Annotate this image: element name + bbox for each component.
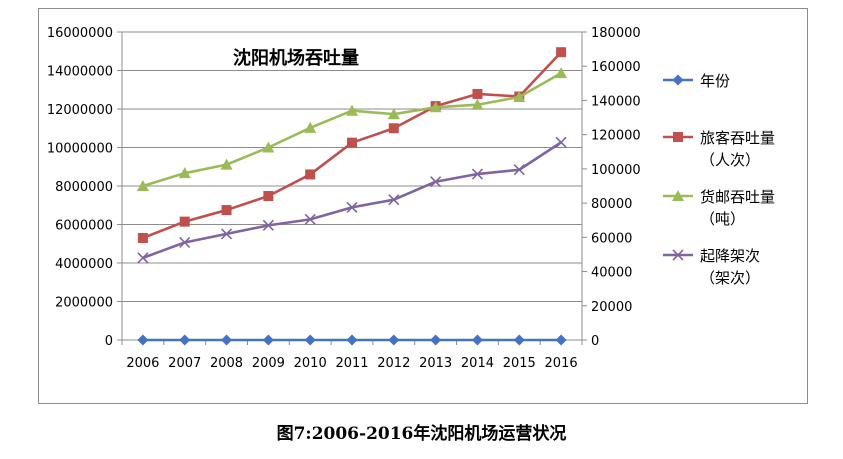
data-point-series-3 [179,236,191,249]
legend-label-2: 货邮吞吐量 [700,188,775,206]
legend-label-0: 年份 [700,72,730,90]
data-point-series-2 [136,180,149,191]
data-point-series-0 [430,334,442,346]
figure-caption: 图7:2006-2016年沈阳机场运营状况 [276,424,567,444]
data-point-series-2 [555,67,568,79]
data-point-series-0 [513,334,525,346]
data-point-series-0 [179,334,191,346]
data-point-series-0 [221,334,233,346]
y-left-tick-label: 16000000 [47,26,113,41]
y-left-tick-label: 6000000 [55,219,113,234]
data-point-series-2 [387,108,400,120]
legend-marker-0 [672,74,684,86]
legend-label-3: （架次） [700,269,760,287]
y-right-tick-label: 0 [591,334,599,349]
data-point-series-0 [555,334,567,346]
x-tick-label: 2010 [294,356,327,371]
legend-label-3: 起降架次 [700,247,760,265]
data-point-series-0 [346,334,358,346]
data-point-series-3 [346,201,358,213]
y-left-tick-label: 12000000 [47,103,113,118]
y-left-tick-label: 8000000 [55,180,113,195]
data-point-series-3 [137,252,149,264]
data-point-series-1 [221,205,232,216]
line-chart: 0 2000000 4000000 6000000 8000000 10000000 120… [47,26,775,371]
data-point-series-1 [388,123,399,134]
data-point-series-3 [430,176,442,188]
data-point-series-2 [513,91,526,103]
data-point-series-2 [178,167,191,179]
x-tick-label: 2012 [377,356,410,371]
y-left-tick-label: 2000000 [55,296,113,311]
data-point-series-0 [137,334,149,346]
data-point-series-2 [429,101,442,113]
legend-label-2: （吨） [700,210,745,228]
x-tick-label: 2013 [419,356,452,371]
y-left-tick-label: 0 [105,334,113,349]
data-point-series-2 [220,158,233,170]
y-right-tick-label: 140000 [591,94,641,109]
data-point-series-1 [137,232,148,243]
data-point-series-1 [472,88,483,99]
legend-label-1: 旅客吞吐量 [700,129,775,147]
legend-marker-1 [673,132,683,142]
data-point-series-3 [513,164,525,176]
x-tick-label: 2007 [168,356,201,371]
data-point-series-3 [471,168,484,180]
x-tick-label: 2006 [126,356,159,371]
data-point-series-1 [305,169,316,180]
y-right-tick-label: 60000 [591,231,632,246]
data-point-series-3 [220,228,233,240]
data-point-series-0 [262,334,274,346]
x-tick-label: 2015 [503,356,536,371]
data-point-series-3 [555,136,567,148]
data-point-series-1 [556,47,567,58]
data-point-series-2 [471,98,484,110]
y-left-tick-label: 10000000 [47,142,113,157]
series-line-2 [142,71,562,188]
x-tick-label: 2011 [335,356,368,371]
data-point-series-1 [263,191,274,202]
legend-marker-2 [672,190,684,201]
y-right-tick-label: 40000 [591,266,632,281]
data-point-series-2 [262,141,275,153]
data-point-series-3 [304,213,316,225]
y-right-tick-label: 120000 [591,129,641,144]
y-left-tick-label: 14000000 [47,65,113,80]
x-tick-label: 2014 [461,356,494,371]
chart-title: 沈阳机场吞吐量 [233,47,359,69]
y-right-tick-label: 180000 [591,26,641,41]
data-point-series-3 [262,219,274,231]
data-point-series-0 [304,334,316,346]
data-point-series-2 [304,121,317,133]
data-point-series-0 [388,334,400,346]
x-tick-label: 2009 [252,356,285,371]
x-tick-label: 2008 [210,356,243,371]
data-point-series-3 [388,194,400,206]
y-right-tick-label: 160000 [591,60,641,75]
y-right-tick-label: 20000 [591,300,632,315]
data-point-series-2 [346,104,358,116]
data-point-series-1 [347,137,357,148]
legend-marker-3 [672,249,684,261]
data-point-series-0 [471,334,483,346]
y-right-tick-label: 80000 [591,197,632,212]
series-line-3 [142,141,562,260]
data-point-series-1 [179,216,190,227]
legend-label-1: （人次） [700,151,760,169]
chart-area [38,8,808,404]
y-left-tick-label: 4000000 [55,257,113,272]
y-right-tick-label: 100000 [591,163,641,178]
x-tick-label: 2016 [545,356,578,371]
